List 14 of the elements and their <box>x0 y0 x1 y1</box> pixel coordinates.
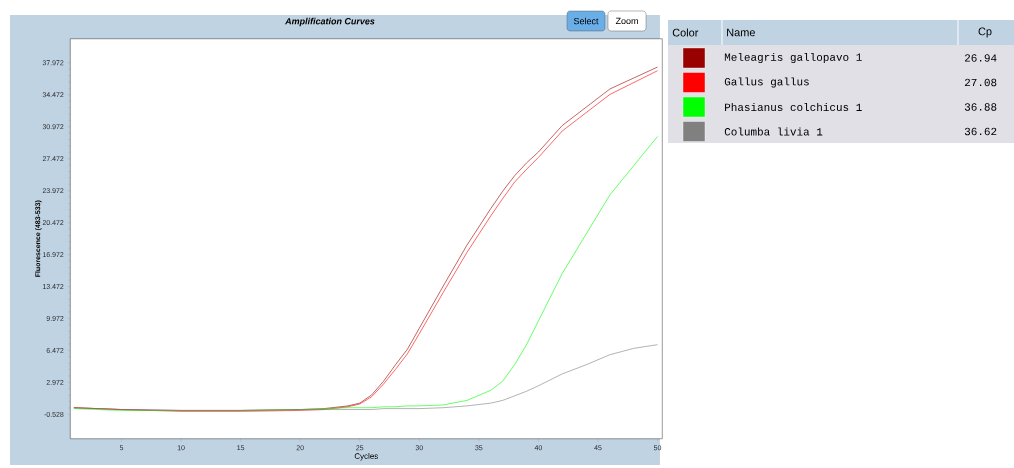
text: Zoom <box>615 17 638 25</box>
legend-label: Gallus gallus <box>724 77 809 88</box>
text: Color <box>672 28 699 37</box>
text: 36.88 <box>964 103 997 111</box>
text: Cp <box>978 27 992 38</box>
text: 27.08 <box>964 78 997 87</box>
legend-label: Columba livia 1 <box>724 127 823 136</box>
text: 26.94 <box>964 54 997 62</box>
text: Name <box>727 28 755 37</box>
legend-label: Phasianus colchicus 1 <box>725 102 862 112</box>
text: 36.62 <box>964 127 997 136</box>
text: Select <box>573 17 599 25</box>
chart-title: Amplification Curves <box>284 17 375 27</box>
legend-label: Meleagris gallopavo 1 <box>724 52 862 64</box>
